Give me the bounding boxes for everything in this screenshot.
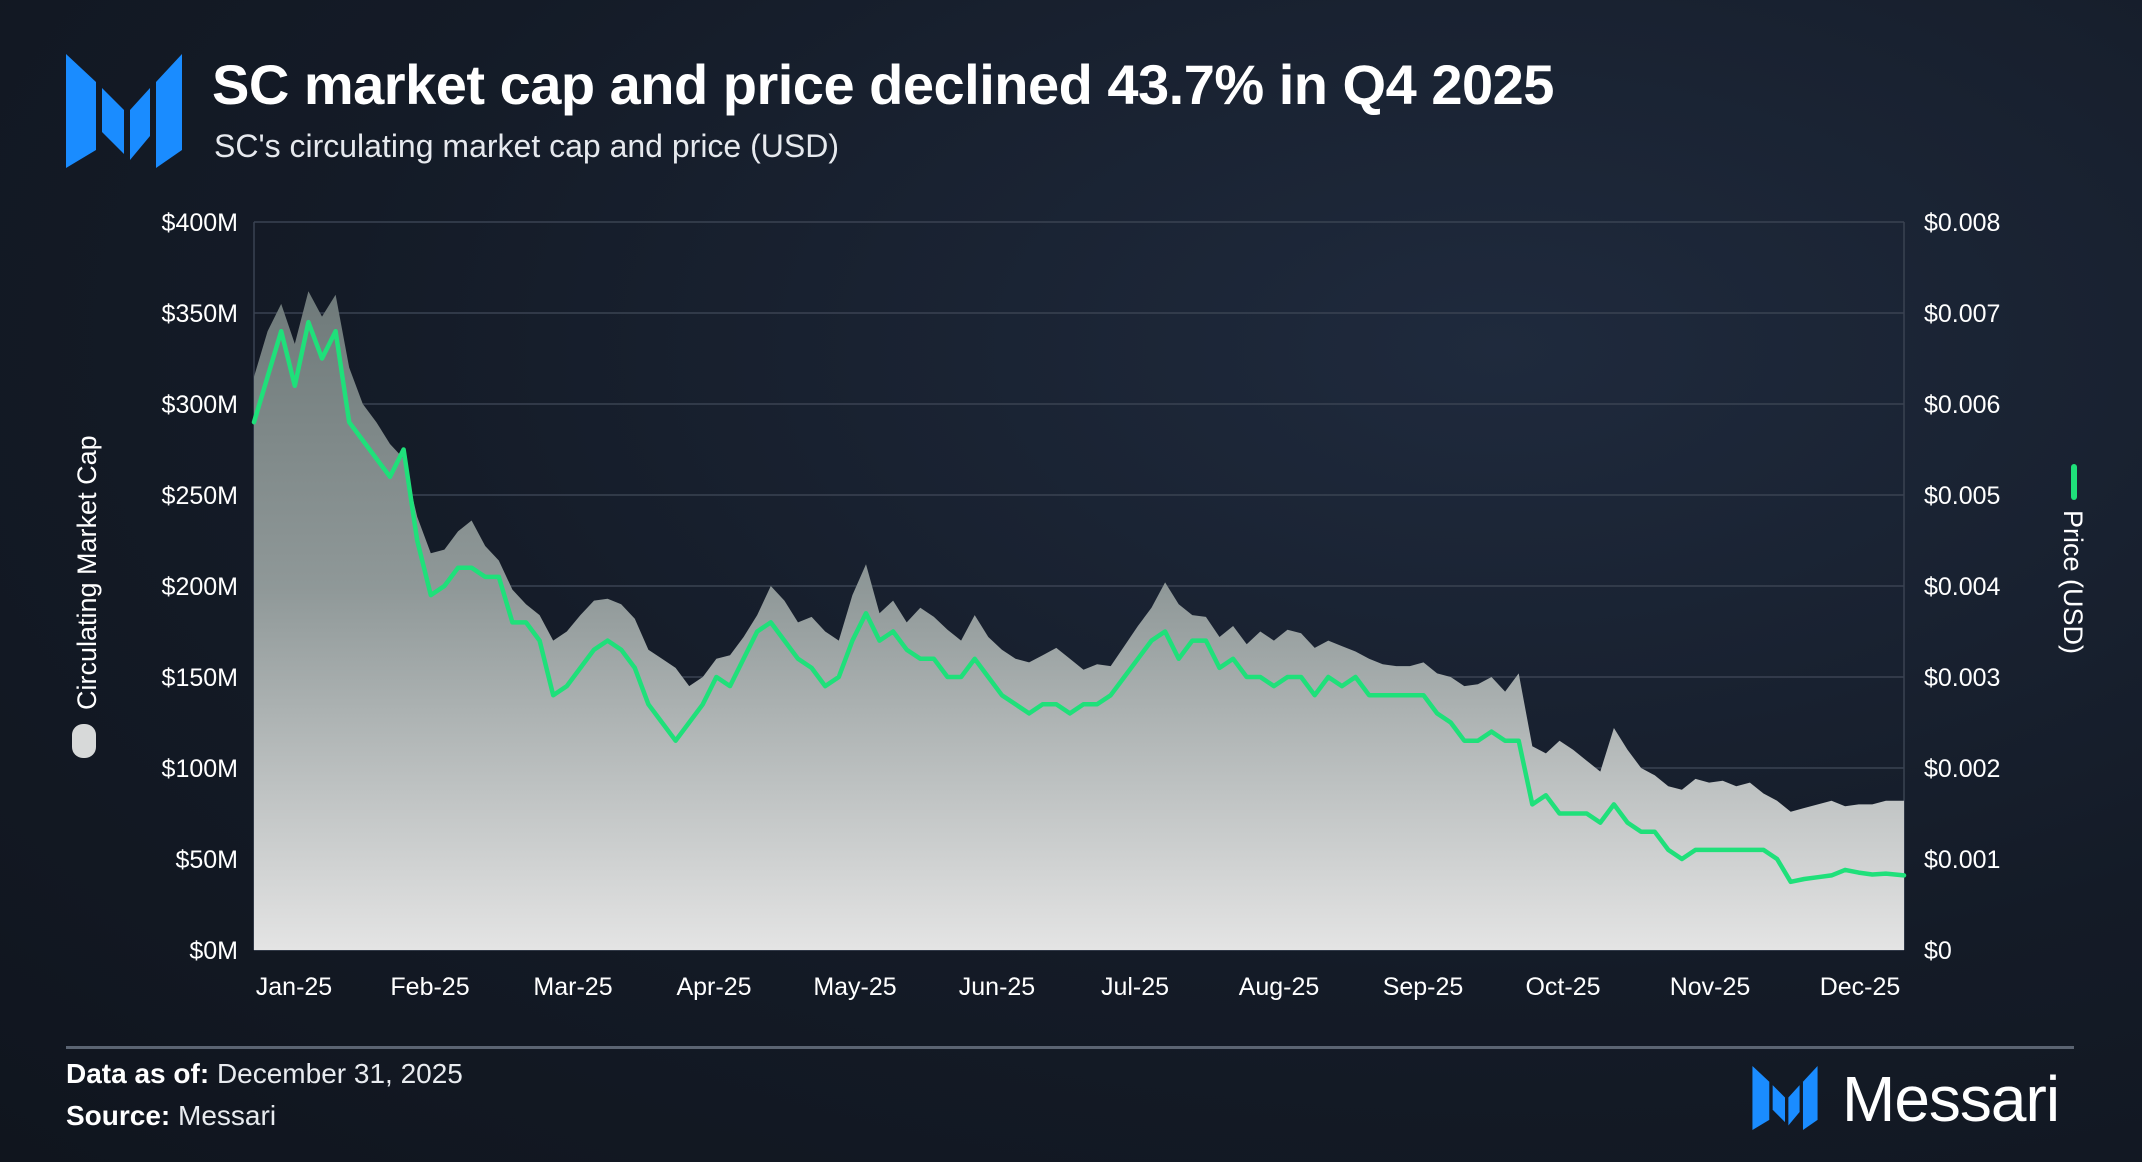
source-label: Source: — [66, 1100, 171, 1131]
x-tick-label: Sep-25 — [1383, 973, 1464, 1001]
x-tick-label: Nov-25 — [1670, 973, 1751, 1001]
right-tick-label: $0.006 — [1924, 391, 2000, 419]
data-as-of-label: Data as of: — [66, 1058, 210, 1089]
messari-logo-icon — [66, 54, 182, 168]
right-tick-label: $0.004 — [1924, 573, 2001, 601]
x-tick-label: Dec-25 — [1820, 973, 1901, 1001]
x-tick-label: Jul-25 — [1101, 973, 1169, 1001]
data-as-of-value: December 31, 2025 — [216, 1058, 463, 1089]
left-axis-title-group: Circulating Market Cap — [72, 435, 102, 758]
x-tick-label: May-25 — [813, 973, 896, 1001]
left-tick-label: $250M — [162, 482, 238, 510]
right-tick-label: $0.001 — [1924, 846, 2000, 874]
page-subtitle: SC's circulating market cap and price (U… — [214, 128, 839, 164]
right-tick-label: $0 — [1924, 937, 1952, 965]
messari-brand-icon — [1752, 1066, 1818, 1130]
right-axis-title: Price (USD) — [2058, 510, 2088, 654]
data-as-of: Data as of: December 31, 2025 — [66, 1058, 463, 1090]
left-tick-label: $100M — [162, 755, 238, 783]
footer-divider — [66, 1046, 1076, 1049]
right-tick-label: $0.002 — [1924, 755, 2000, 783]
page-title: SC market cap and price declined 43.7% i… — [212, 53, 1554, 116]
source: Source: Messari — [66, 1100, 276, 1132]
x-tick-label: Oct-25 — [1525, 973, 1600, 1001]
left-tick-label: $350M — [162, 300, 238, 328]
left-tick-label: $50M — [175, 846, 238, 874]
right-tick-label: $0.003 — [1924, 664, 2000, 692]
x-axis-ticks: Jan-25 Feb-25 Mar-25 Apr-25 May-25 Jun-25 Jul-… — [256, 973, 1901, 1001]
left-tick-label: $150M — [162, 664, 238, 692]
market-cap-legend-swatch — [72, 724, 96, 758]
left-tick-label: $200M — [162, 573, 238, 601]
left-tick-label: $300M — [162, 391, 238, 419]
left-tick-label: $400M — [162, 209, 238, 237]
left-axis-ticks: $0M $50M $100M $150M $200M $250M $300M $350M $40… — [162, 209, 238, 965]
x-tick-label: Apr-25 — [676, 973, 751, 1001]
brand-name: Messari — [1842, 1063, 2060, 1135]
x-tick-label: Aug-25 — [1239, 973, 1320, 1001]
source-value: Messari — [178, 1100, 277, 1131]
right-tick-label: $0.005 — [1924, 482, 2000, 510]
right-tick-label: $0.008 — [1924, 209, 2000, 237]
x-tick-label: Feb-25 — [390, 973, 469, 1001]
x-tick-label: Jun-25 — [959, 973, 1035, 1001]
price-legend-swatch — [2071, 464, 2077, 500]
right-axis-ticks: $0 $0.001 $0.002 $0.003 $0.004 $0.005 $0.006 $0… — [1924, 209, 2001, 965]
price-line — [251, 319, 1907, 885]
right-axis-title-group: Price (USD) — [2058, 464, 2088, 654]
left-axis-title: Circulating Market Cap — [72, 435, 102, 710]
market-cap-area — [254, 291, 1904, 950]
left-tick-label: $0M — [189, 937, 238, 965]
footer-divider-right — [1076, 1046, 2074, 1049]
right-tick-label: $0.007 — [1924, 300, 2000, 328]
x-tick-label: Jan-25 — [256, 973, 332, 1001]
x-tick-label: Mar-25 — [533, 973, 612, 1001]
